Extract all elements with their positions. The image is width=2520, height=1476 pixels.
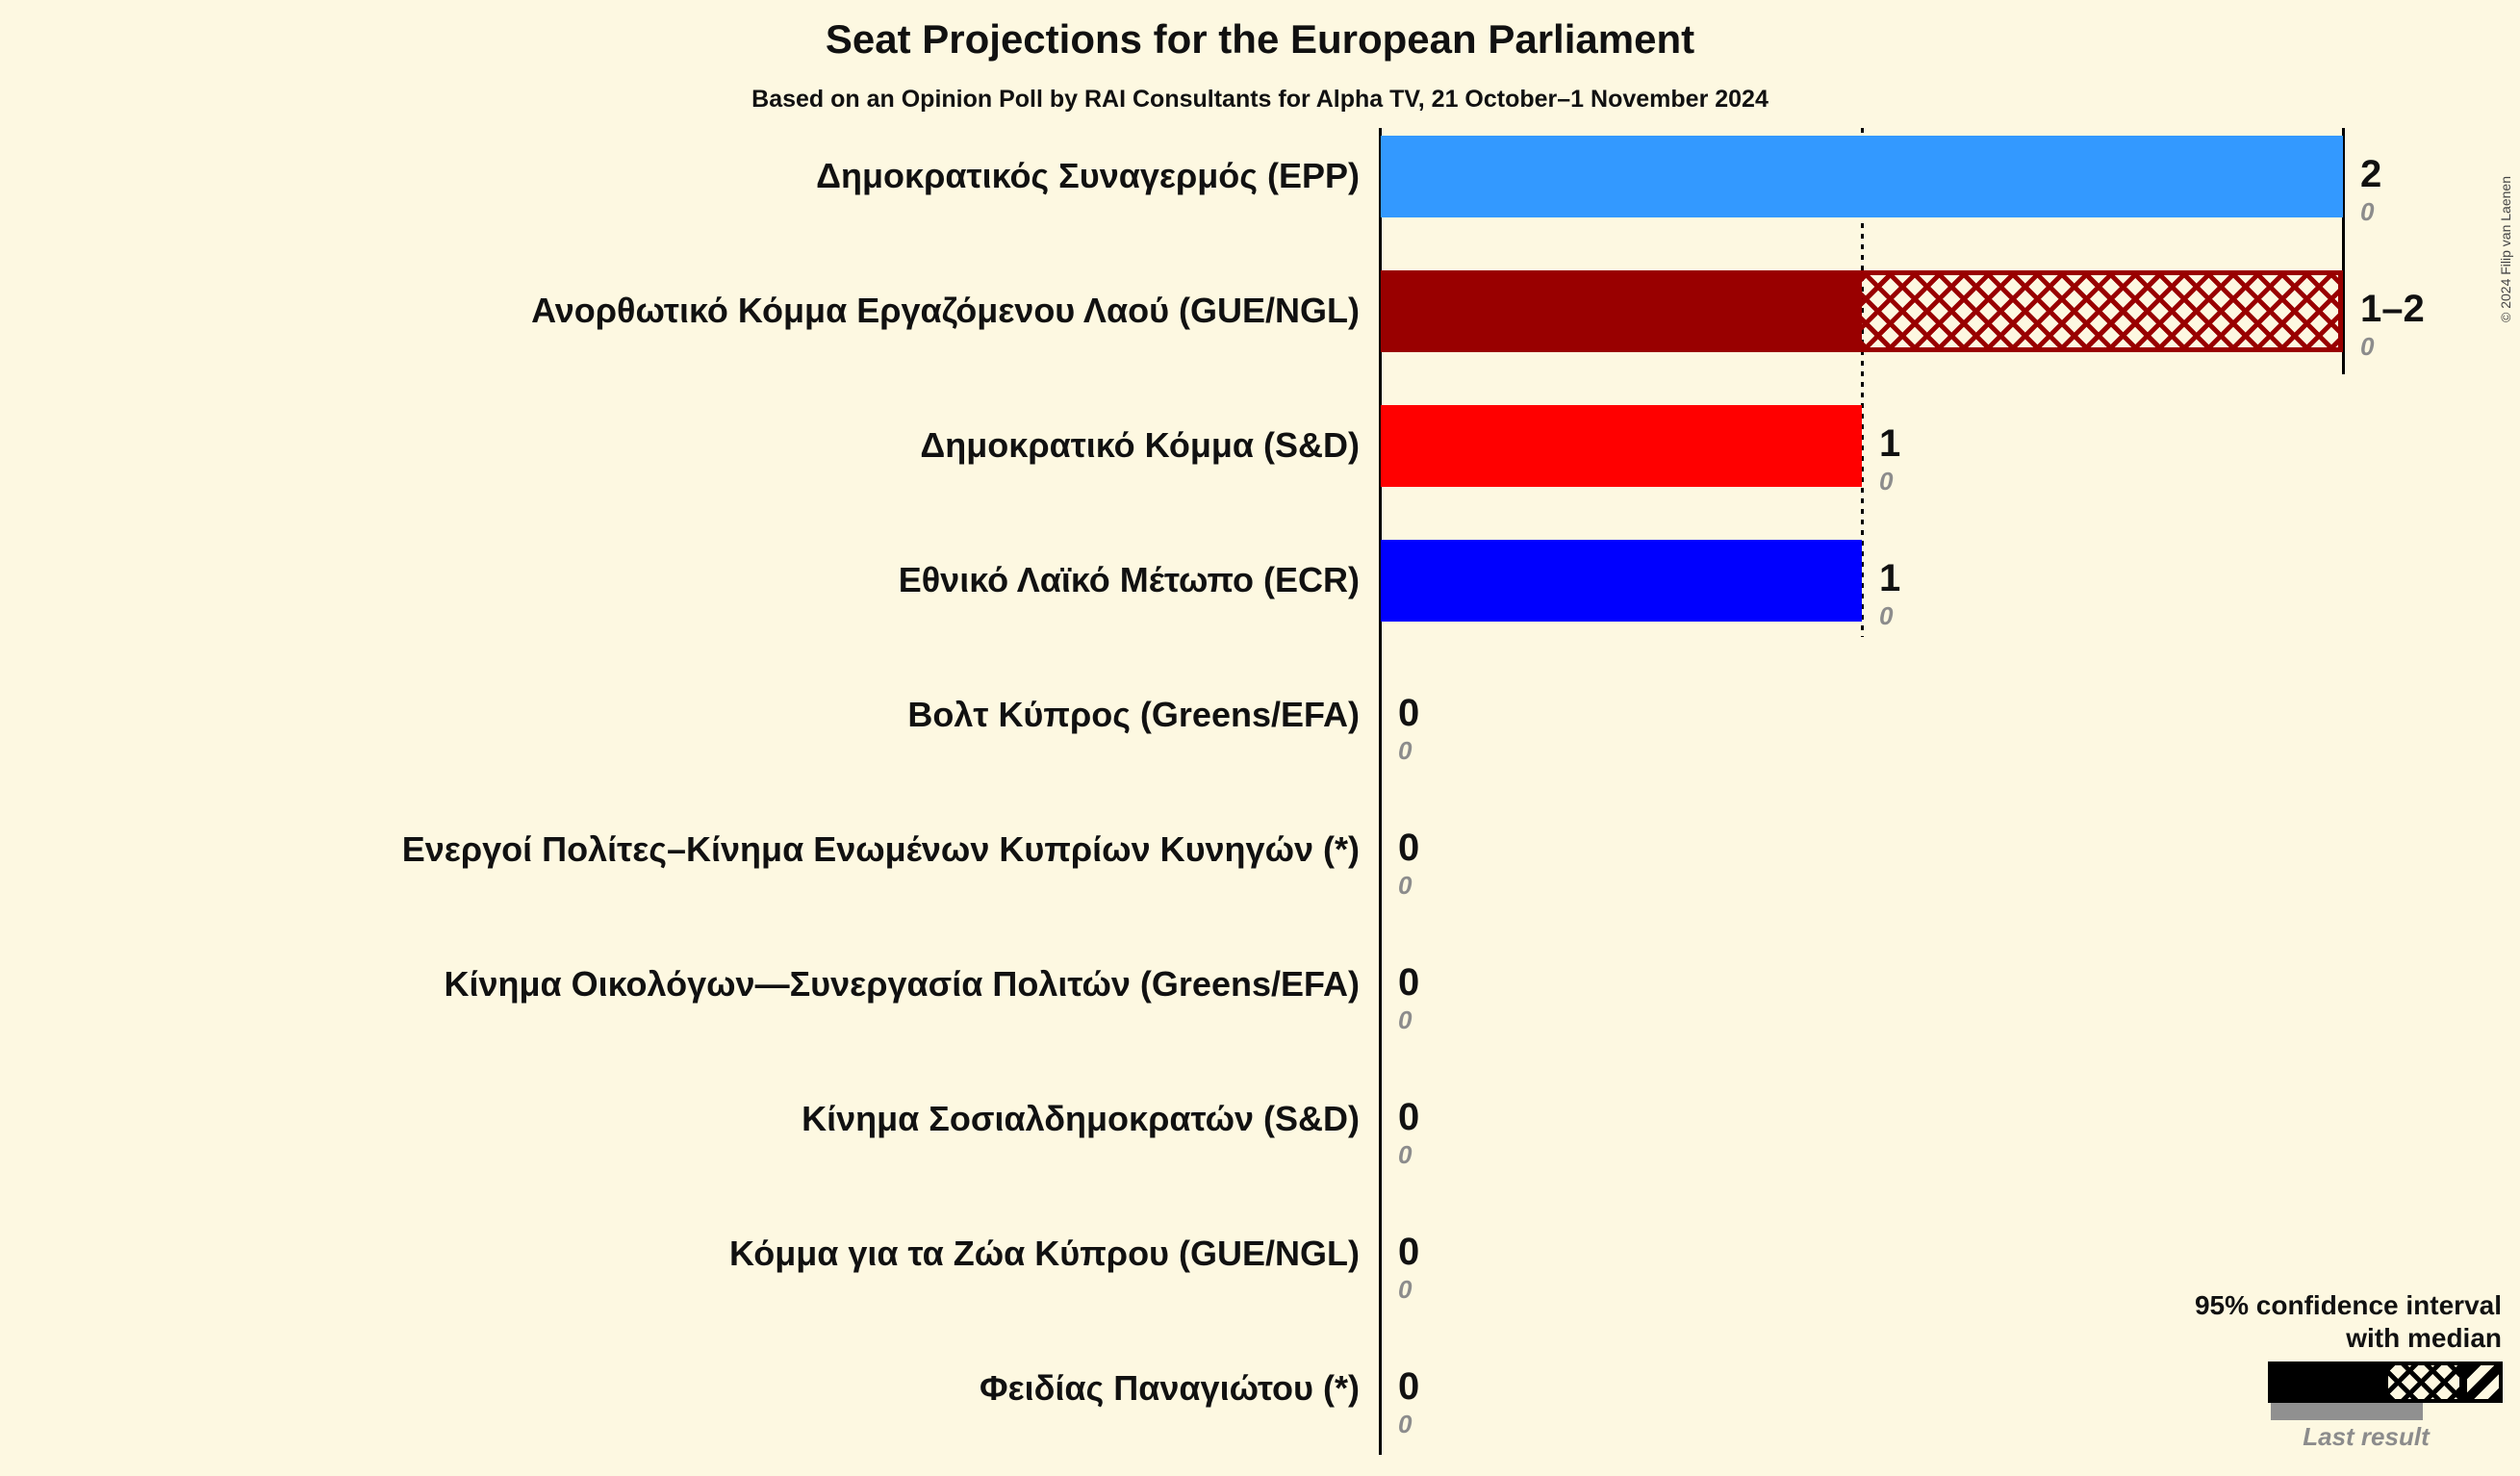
x-axis-line-0 (1379, 128, 1382, 1455)
bar-median-solid (1381, 136, 2343, 217)
seat-projection-value: 1 (1879, 557, 1901, 599)
legend-solid-segment (2268, 1361, 2384, 1403)
gridline-1-dotted (1861, 128, 1864, 637)
legend-sample-bar (2268, 1361, 2503, 1403)
bar-median-solid (1381, 270, 1862, 352)
chart-row: Κίνημα Οικολόγων—Συνεργασία Πολιτών (Gre… (0, 917, 2520, 1052)
seat-projection-value: 1 (1879, 422, 1901, 465)
chart-row: Φειδίας Παναγιώτου (*) 0 0 (0, 1321, 2520, 1456)
last-result-value: 0 (2360, 332, 2375, 361)
bar-median-solid (1381, 405, 1862, 487)
copyright-text: © 2024 Filip van Laenen (2498, 176, 2513, 322)
seat-projection-value: 0 (1398, 1231, 1420, 1273)
party-label: Κόμμα για τα Ζώα Κύπρου (GUE/NGL) (729, 1234, 1360, 1273)
page-title: Seat Projections for the European Parlia… (825, 16, 1695, 62)
party-label: Δημοκρατικός Συναγερμός (EPP) (816, 156, 1360, 195)
chart-row: Ανορθωτικό Κόμμα Εργαζόμενου Λαού (GUE/N… (0, 243, 2520, 378)
last-result-value: 0 (1879, 467, 1894, 496)
party-label: Δημοκρατικό Κόμμα (S&D) (920, 425, 1360, 465)
seat-projection-value: 0 (1398, 827, 1420, 869)
party-label: Κίνημα Οικολόγων—Συνεργασία Πολιτών (Gre… (444, 964, 1361, 1004)
seat-projection-value: 0 (1398, 961, 1420, 1004)
last-result-value: 0 (1398, 1005, 1413, 1034)
party-label: Ενεργοί Πολίτες–Κίνημα Ενωμένων Κυπρίων … (401, 829, 1360, 869)
last-result-value: 0 (1398, 736, 1413, 765)
party-label: Εθνικό Λαϊκό Μέτωπο (ECR) (898, 560, 1360, 599)
chart-row: Ενεργοί Πολίτες–Κίνημα Ενωμένων Κυπρίων … (0, 782, 2520, 917)
chart-row: Εθνικό Λαϊκό Μέτωπο (ECR) 1 0 (0, 513, 2520, 648)
party-label: Φειδίας Παναγιώτου (*) (979, 1368, 1360, 1408)
legend-ci-line1: 95% confidence interval (2194, 1290, 2502, 1320)
chart-row: Κίνημα Σοσιαλδημοκρατών (S&D) 0 0 (0, 1052, 2520, 1186)
last-result-value: 0 (1398, 871, 1413, 900)
page-subtitle: Based on an Opinion Poll by RAI Consulta… (751, 86, 1769, 113)
seat-projection-value: 0 (1398, 692, 1420, 734)
bar-confidence-interval-hatch (1862, 270, 2343, 352)
party-label: Ανορθωτικό Κόμμα Εργαζόμενου Λαού (GUE/N… (531, 291, 1360, 330)
seat-projection-value: 0 (1398, 1365, 1420, 1408)
chart-row: Βολτ Κύπρος (Greens/EFA) 0 0 (0, 648, 2520, 782)
legend-crosshatch-segment (2384, 1361, 2463, 1403)
gridline-2-solid (2342, 128, 2345, 374)
last-result-value: 0 (1879, 601, 1894, 630)
seat-projection-value: 2 (2360, 153, 2382, 195)
chart-row: Κόμμα για τα Ζώα Κύπρου (GUE/NGL) 0 0 (0, 1186, 2520, 1321)
party-label: Κίνημα Σοσιαλδημοκρατών (S&D) (802, 1099, 1360, 1138)
last-result-value: 0 (1398, 1410, 1413, 1438)
last-result-value: 0 (1398, 1275, 1413, 1304)
seat-projection-value: 0 (1398, 1096, 1420, 1138)
legend-diagonal-segment (2463, 1361, 2503, 1403)
seat-projection-value: 1–2 (2360, 288, 2425, 330)
party-label: Βολτ Κύπρος (Greens/EFA) (907, 695, 1360, 734)
chart-row: Δημοκρατικό Κόμμα (S&D) 1 0 (0, 378, 2520, 513)
last-result-value: 0 (2360, 197, 2375, 226)
legend-last-result-bar (2271, 1403, 2423, 1420)
last-result-value: 0 (1398, 1140, 1413, 1169)
value-block: 1–2 0 (2360, 286, 2425, 361)
legend-ci-line2: with median (2346, 1323, 2502, 1353)
legend-last-result-label: Last result (2303, 1422, 2430, 1451)
legend-ci-text: 95% confidence interval with median (2195, 1289, 2502, 1355)
chart-row: Δημοκρατικός Συναγερμός (EPP) 2 0 (0, 109, 2520, 243)
bar-median-solid (1381, 540, 1862, 622)
